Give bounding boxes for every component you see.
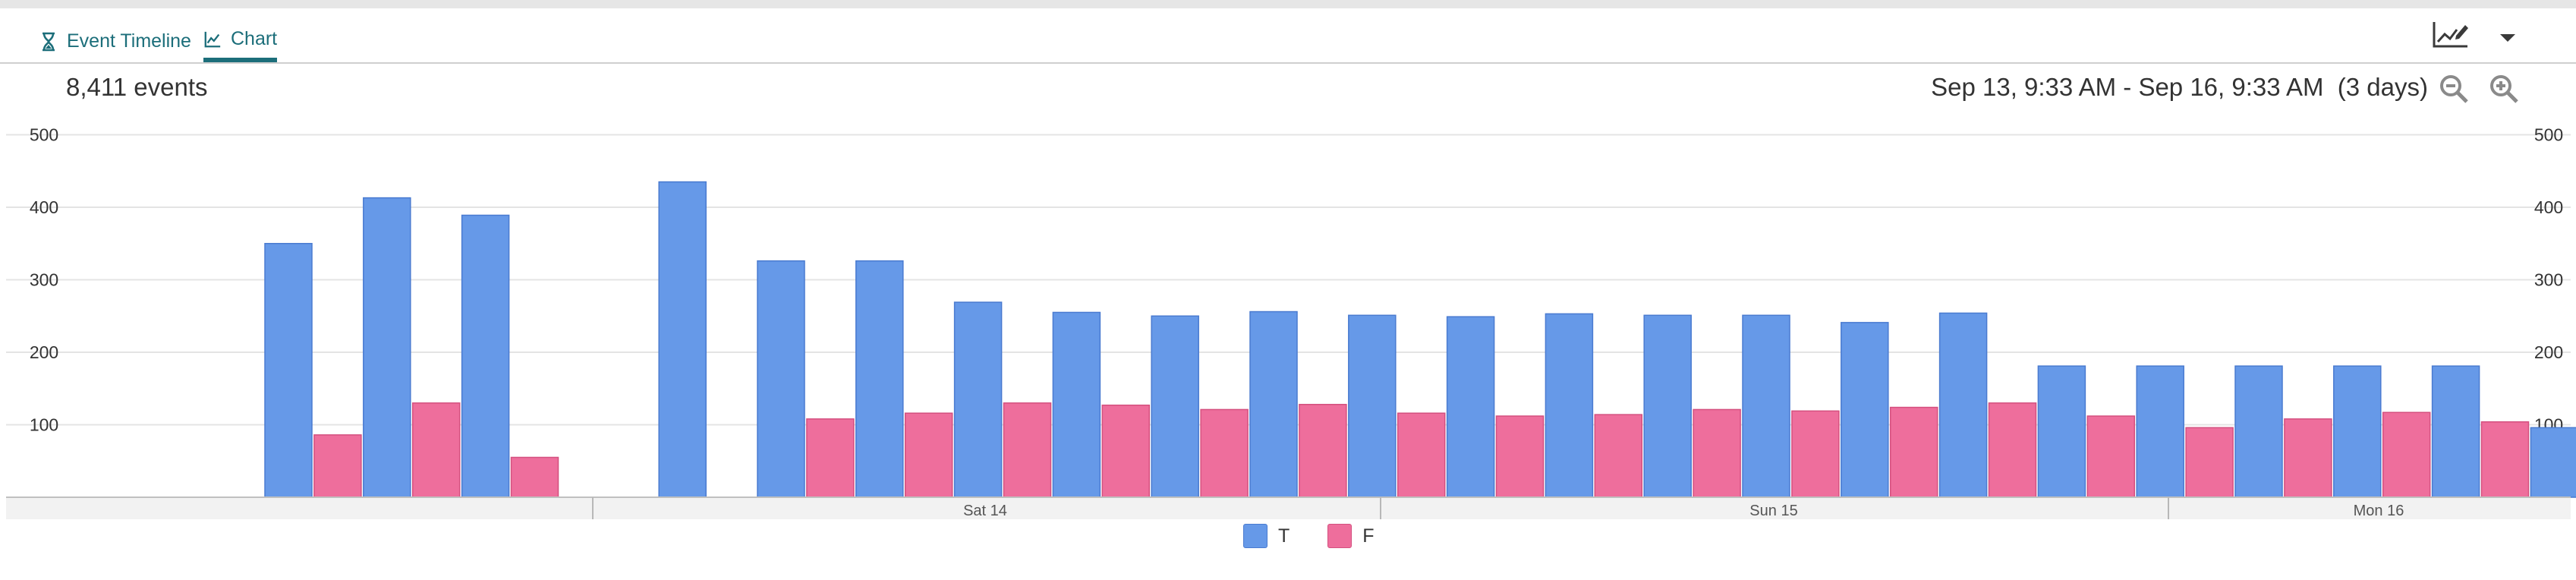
bar-t[interactable] — [1841, 322, 1889, 498]
tab-bar: Event Timeline Chart — [0, 8, 2576, 64]
bar-t[interactable] — [2530, 427, 2576, 498]
bar-f[interactable] — [1003, 402, 1052, 498]
y-tick-label-right: 500 — [2534, 125, 2563, 145]
bar-f[interactable] — [2086, 415, 2136, 498]
legend-label: F — [1362, 525, 1375, 547]
bar-f[interactable] — [2480, 421, 2530, 498]
y-tick-label-left: 500 — [30, 125, 58, 145]
bar-t[interactable] — [1249, 310, 1298, 498]
bar-f[interactable] — [1299, 404, 1347, 498]
line-chart-icon — [204, 31, 221, 47]
y-tick-label-right: 400 — [2534, 197, 2563, 217]
tab-label: Event Timeline — [67, 30, 191, 52]
event-count: 8,411 events — [66, 73, 208, 101]
bar-f[interactable] — [1200, 408, 1249, 498]
bar-f[interactable] — [1988, 402, 2037, 498]
bar-t[interactable] — [2431, 365, 2480, 498]
chart-settings-icon[interactable] — [2431, 19, 2471, 49]
legend-item-t[interactable]: T — [1243, 524, 1290, 548]
bar-t[interactable] — [1348, 314, 1397, 498]
bar-t[interactable] — [658, 181, 707, 498]
bar-f[interactable] — [806, 418, 855, 498]
bar-t[interactable] — [1742, 314, 1790, 498]
legend: T F — [1243, 522, 1375, 550]
bar-f[interactable] — [510, 456, 559, 498]
x-tick-label: Mon 16 — [2354, 503, 2404, 519]
hourglass-icon — [43, 32, 55, 51]
tab-chart[interactable]: Chart — [203, 20, 278, 62]
bar-t[interactable] — [2136, 365, 2184, 498]
bar-t[interactable] — [363, 197, 411, 498]
x-tick-label: Sat 14 — [963, 503, 1007, 519]
chart-header: 8,411 events Sep 13, 9:33 AM - Sep 16, 9… — [0, 64, 2576, 109]
bar-t[interactable] — [953, 301, 1003, 498]
bar-t[interactable] — [2037, 365, 2086, 498]
zoom-out-icon[interactable] — [2438, 73, 2470, 105]
x-axis-band — [6, 497, 2571, 519]
bar-f[interactable] — [411, 402, 461, 498]
bar-t[interactable] — [1545, 313, 1594, 498]
tab-label: Chart — [231, 28, 278, 49]
bar-t[interactable] — [461, 214, 510, 498]
bar-t[interactable] — [264, 243, 313, 498]
bar-f[interactable] — [2185, 427, 2234, 498]
bar-t[interactable] — [2333, 365, 2382, 498]
bar-f[interactable] — [1791, 410, 1840, 498]
legend-swatch — [1327, 524, 1353, 548]
y-tick-label-left: 200 — [30, 342, 58, 362]
legend-item-f[interactable]: F — [1327, 524, 1375, 548]
x-tick-label: Sun 15 — [1749, 503, 1797, 519]
bar-f[interactable] — [313, 434, 362, 498]
bar-t[interactable] — [1938, 312, 1988, 498]
bar-f[interactable] — [1594, 414, 1643, 498]
bar-t[interactable] — [1151, 315, 1199, 498]
chart-panel: Event Timeline Chart 8,411 events Sep 13… — [0, 8, 2576, 580]
y-tick-label-left: 300 — [30, 270, 58, 290]
bar-t[interactable] — [1643, 314, 1692, 498]
bar-f[interactable] — [1889, 406, 1938, 498]
bar-f[interactable] — [1397, 412, 1446, 498]
bar-f[interactable] — [2382, 411, 2431, 498]
bar-t[interactable] — [855, 260, 904, 498]
time-range: Sep 13, 9:33 AM - Sep 16, 9:33 AM (3 day… — [1931, 73, 2428, 101]
bar-f[interactable] — [1101, 404, 1151, 498]
legend-label: T — [1278, 525, 1290, 547]
bar-f[interactable] — [1495, 415, 1545, 498]
bar-t[interactable] — [757, 260, 805, 498]
y-tick-label-left: 100 — [30, 415, 58, 435]
bar-t[interactable] — [2234, 365, 2283, 498]
bar-f[interactable] — [904, 412, 953, 498]
chevron-down-icon[interactable] — [2499, 33, 2517, 43]
y-tick-label-left: 400 — [30, 197, 58, 217]
bar-t[interactable] — [1446, 316, 1495, 498]
zoom-in-icon[interactable] — [2488, 73, 2520, 105]
y-tick-label-right: 300 — [2534, 270, 2563, 290]
bar-f[interactable] — [2284, 418, 2332, 498]
legend-swatch — [1243, 524, 1268, 548]
bar-f[interactable] — [1693, 408, 1741, 498]
y-tick-label-right: 200 — [2534, 342, 2563, 362]
bar-t[interactable] — [1052, 311, 1101, 498]
tab-event-timeline[interactable]: Event Timeline — [39, 20, 191, 62]
